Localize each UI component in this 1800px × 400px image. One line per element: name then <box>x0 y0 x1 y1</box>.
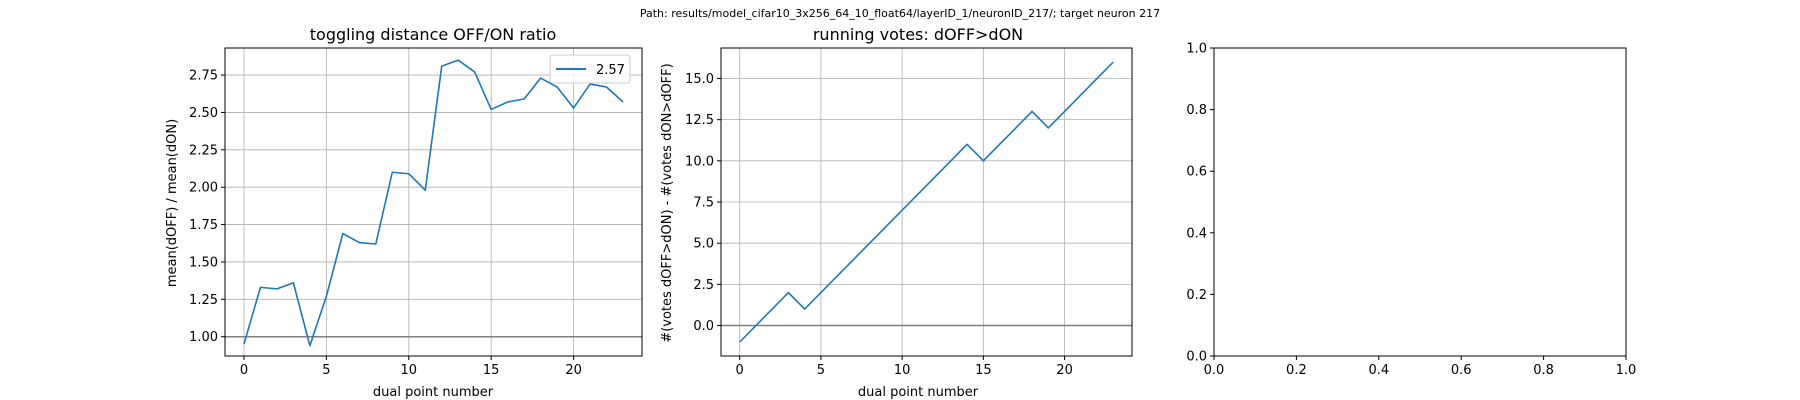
panel-1-xlabel: dual point number <box>373 385 494 400</box>
y-tick-label: 1.00 <box>189 330 218 345</box>
y-tick-label: 5.0 <box>693 237 714 252</box>
x-tick-label: 0 <box>736 363 744 378</box>
x-tick-label: 0 <box>240 363 248 378</box>
y-tick-label: 1.50 <box>189 255 218 270</box>
y-tick-label: 0.2 <box>1186 288 1207 303</box>
x-tick-label: 15 <box>483 363 500 378</box>
y-tick-label: 0.0 <box>693 319 714 334</box>
panel-2-title: running votes: dOFF>dON <box>813 25 1023 44</box>
x-tick-label: 0.2 <box>1286 363 1307 378</box>
y-tick-label: 1.25 <box>189 293 218 308</box>
x-tick-label: 5 <box>322 363 330 378</box>
panel-3-plot: 0.0 0.2 0.4 0.6 0.8 1.0 0.0 0.2 0.4 0.6 0.8 1.0 <box>1186 42 1636 379</box>
panel-2-ylabel: #(votes dOFF>dON) - #(votes dON>dOFF) <box>660 63 675 342</box>
panel-2-plot: 0 5 10 15 20 0.0 2.5 5.0 7.5 10.0 12.5 15.0 <box>685 47 1133 378</box>
x-tick-label: 0.4 <box>1368 363 1389 378</box>
x-tick-label: 10 <box>401 363 418 378</box>
y-tick-label: 2.5 <box>693 278 714 293</box>
x-tick-label: 10 <box>894 363 911 378</box>
panel-3: 0.0 0.2 0.4 0.6 0.8 1.0 0.0 0.2 0.4 0.6 0.8 1.0 <box>1186 42 1636 379</box>
series-line-1 <box>243 59 624 347</box>
figure-suptitle: Path: results/model_cifar10_3x256_64_10_… <box>640 7 1160 20</box>
x-tick-label: 20 <box>565 363 582 378</box>
panel-1-title: toggling distance OFF/ON ratio <box>310 25 556 44</box>
legend-box <box>549 54 631 84</box>
y-tick-label: 0.6 <box>1186 165 1207 180</box>
y-tick-label: 7.5 <box>693 196 714 211</box>
x-tick-label: 20 <box>1056 363 1073 378</box>
panel-1: toggling distance OFF/ON ratio 0 5 10 15 20 1… <box>165 25 643 400</box>
y-tick-label: 2.50 <box>189 106 218 121</box>
axes-frame <box>224 47 643 357</box>
y-tick-label: 12.5 <box>685 113 714 128</box>
y-tick-label: 2.00 <box>189 181 218 196</box>
y-tick-label: 15.0 <box>685 72 714 87</box>
panel-1-ylabel: mean(dOFF) / mean(dON) <box>165 119 180 287</box>
x-tick-label: 15 <box>975 363 992 378</box>
x-tick-label: 0.8 <box>1533 363 1554 378</box>
axes-frame <box>1213 47 1627 357</box>
x-tick-label: 1.0 <box>1616 363 1637 378</box>
panel-1-legend: 2.57 <box>549 54 631 84</box>
y-tick-label: 1.75 <box>189 218 218 233</box>
x-tick-label: 0.6 <box>1451 363 1472 378</box>
y-tick-label: 0.0 <box>1186 350 1207 365</box>
x-tick-label: 5 <box>817 363 825 378</box>
y-tick-label: 0.8 <box>1186 103 1207 118</box>
legend-entry-label: 2.57 <box>596 63 625 78</box>
y-tick-label: 2.75 <box>189 69 218 84</box>
series-line-1 <box>739 61 1114 343</box>
y-tick-label: 2.25 <box>189 143 218 158</box>
y-tick-label: 1.0 <box>1186 42 1207 57</box>
y-tick-label: 10.0 <box>685 154 714 169</box>
y-tick-label: 0.4 <box>1186 226 1207 241</box>
panel-1-plot: 0 5 10 15 20 1.00 1.25 1.50 1.75 2.00 2.25 2.50 2.75 <box>189 47 643 378</box>
panel-2-xlabel: dual point number <box>858 385 979 400</box>
panel-2: running votes: dOFF>dON 0 5 10 15 20 0.0 2.5 5.… <box>660 25 1133 400</box>
x-tick-label: 0.0 <box>1204 363 1225 378</box>
